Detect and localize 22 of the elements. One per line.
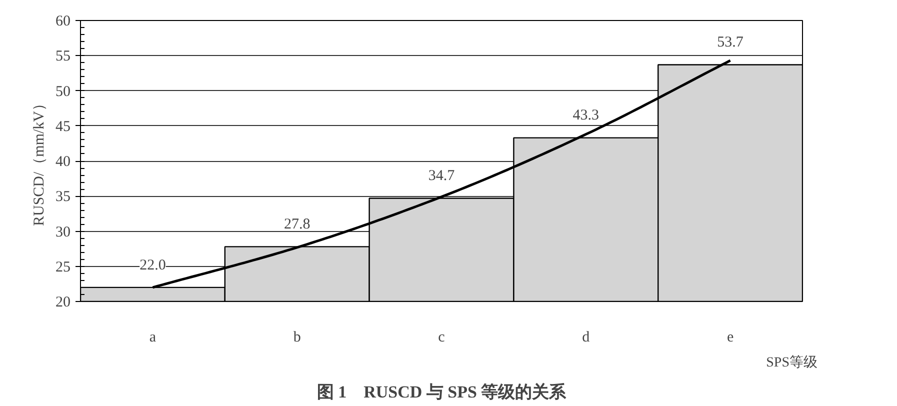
x-tick-label: a <box>149 330 156 346</box>
y-tick-label: 60 <box>56 14 70 30</box>
y-tick-label: 35 <box>56 189 70 206</box>
y-tick-label: 20 <box>56 294 70 310</box>
y-tick-label: 40 <box>56 154 70 170</box>
data-label: 27.8 <box>284 216 310 233</box>
x-tick-label: d <box>582 330 590 346</box>
x-axis-title: SPS等级 <box>766 354 818 370</box>
x-tick-label: e <box>726 330 734 346</box>
y-tick-label: 30 <box>56 224 70 240</box>
data-label: 53.7 <box>717 34 744 51</box>
data-label: 22.0 <box>140 257 166 274</box>
text: 图 1 RUSCD 与 SPS 等级的关系 <box>316 382 568 402</box>
y-tick-label: 25 <box>56 259 70 276</box>
y-tick-label: 55 <box>56 48 70 65</box>
x-tick-label: c <box>438 330 446 346</box>
y-tick-label: 50 <box>56 84 70 100</box>
y-tick-label: 45 <box>56 118 70 135</box>
data-label: 34.7 <box>428 168 456 184</box>
x-tick-label: b <box>293 330 301 346</box>
y-axis-title: RUSCD/（mm/kV） <box>32 96 48 226</box>
data-label: 43.3 <box>572 108 600 124</box>
